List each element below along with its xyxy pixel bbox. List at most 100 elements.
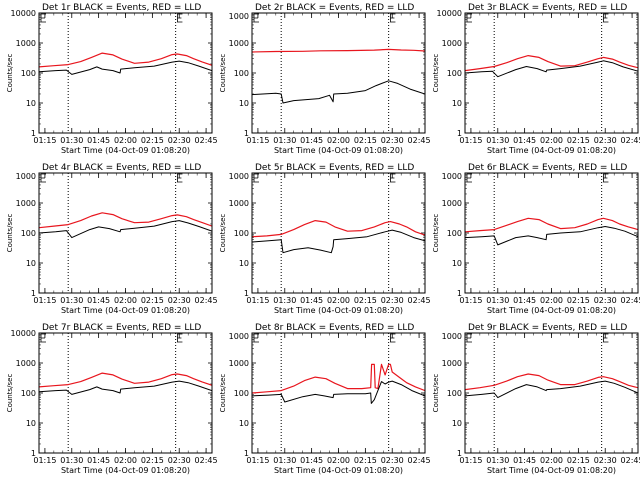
panel-title: Det 6r BLACK = Events, RED = LLD	[468, 163, 627, 173]
y-tick-label: 1000	[229, 199, 249, 208]
series-group	[465, 217, 638, 246]
x-tick-label: 01:15	[33, 456, 56, 465]
e-marker	[390, 333, 396, 343]
x-tick-label: 02:15	[567, 136, 590, 145]
series-group	[465, 55, 638, 78]
x-tick-label: 02:00	[114, 296, 137, 305]
x-tick-label: 02:30	[381, 136, 404, 145]
panel-det-3r: Det 3r BLACK = Events, RED = LLD Counts/s…	[432, 3, 640, 155]
x-tick-label: 02:15	[354, 136, 377, 145]
x-tick-label: 01:15	[246, 296, 269, 305]
y-tick-label: 1	[31, 129, 36, 138]
y-tick-label: 100	[234, 389, 249, 398]
x-tick-label: 02:00	[327, 456, 350, 465]
x-axis-label: Start Time (04-Oct-09 01:08:20)	[487, 466, 616, 475]
y-tick-label: 10	[452, 419, 462, 428]
lld-series-line	[39, 212, 212, 229]
e-marker	[177, 173, 183, 183]
x-axis-label: Start Time (04-Oct-09 01:08:20)	[61, 146, 190, 155]
series-group	[39, 52, 212, 75]
y-tick-label: 1	[31, 449, 36, 458]
x-tick-label: 01:15	[459, 296, 482, 305]
lld-series-line	[465, 217, 638, 233]
e-marker	[603, 333, 609, 343]
y-axis-label: Counts/sec	[432, 374, 440, 413]
events-series-line	[252, 80, 425, 104]
x-tick-label: 02:30	[168, 456, 191, 465]
e-marker	[466, 13, 472, 23]
panel-det-5r: Det 5r BLACK = Events, RED = LLD Counts/s…	[219, 163, 431, 315]
y-tick-label: 100	[234, 229, 249, 238]
e-marker	[390, 173, 396, 183]
y-tick-label: 100	[234, 69, 249, 78]
panel-title: Det 7r BLACK = Events, RED = LLD	[42, 323, 201, 333]
e-marker	[603, 173, 609, 183]
x-tick-label: 01:30	[486, 296, 509, 305]
y-tick-label: 1	[457, 289, 462, 298]
y-tick-label: 1	[244, 129, 249, 138]
panel-title: Det 5r BLACK = Events, RED = LLD	[255, 163, 414, 173]
y-tick-label: 10	[452, 259, 462, 268]
e-marker	[177, 333, 183, 343]
x-tick-label: 02:15	[141, 296, 164, 305]
x-tick-label: 02:45	[621, 296, 640, 305]
y-axis-label: Counts/sec	[219, 54, 227, 93]
lld-series-line	[252, 48, 425, 53]
y-tick-label: 1000	[229, 39, 249, 48]
x-tick-label: 01:15	[459, 456, 482, 465]
x-tick-label: 01:45	[513, 296, 536, 305]
x-tick-label: 01:45	[87, 136, 110, 145]
series-group	[465, 373, 638, 399]
x-tick-label: 02:30	[168, 136, 191, 145]
x-tick-label: 01:15	[246, 136, 269, 145]
x-tick-label: 02:30	[381, 296, 404, 305]
e-marker	[177, 13, 183, 23]
plot-frame	[251, 172, 426, 294]
e-marker	[253, 333, 259, 343]
x-tick-label: 02:45	[621, 136, 640, 145]
x-tick-label: 02:00	[114, 456, 137, 465]
panel-title: Det 9r BLACK = Events, RED = LLD	[468, 323, 627, 333]
x-tick-label: 01:30	[273, 296, 296, 305]
panel-det-6r: Det 6r BLACK = Events, RED = LLD Counts/s…	[432, 163, 640, 315]
y-tick-label: 1000	[229, 172, 249, 181]
lld-series-line	[39, 52, 212, 68]
y-tick-label: 10000	[11, 329, 36, 338]
y-tick-label: 10000	[11, 9, 36, 18]
x-tick-label: 01:15	[33, 296, 56, 305]
lld-series-line	[465, 373, 638, 391]
panel-title: Det 3r BLACK = Events, RED = LLD	[468, 3, 627, 13]
x-tick-label: 01:30	[60, 136, 83, 145]
events-series-line	[252, 380, 425, 404]
plot-frame	[464, 332, 639, 454]
plot-frame	[251, 12, 426, 134]
y-tick-label: 1000	[229, 12, 249, 21]
y-tick-label: 10	[26, 419, 36, 428]
x-tick-label: 02:15	[567, 296, 590, 305]
series-group	[39, 372, 212, 395]
lld-series-line	[39, 372, 212, 388]
panel-det-9r: Det 9r BLACK = Events, RED = LLD Counts/s…	[432, 323, 640, 475]
x-tick-label: 01:30	[60, 456, 83, 465]
y-tick-label: 10	[239, 259, 249, 268]
series-group	[252, 363, 425, 404]
panel-title: Det 4r BLACK = Events, RED = LLD	[42, 163, 201, 173]
x-tick-label: 02:00	[540, 136, 563, 145]
x-tick-label: 02:15	[141, 136, 164, 145]
x-axis-label: Start Time (04-Oct-09 01:08:20)	[274, 306, 403, 315]
panel-title: Det 1r BLACK = Events, RED = LLD	[42, 3, 201, 13]
x-tick-label: 01:45	[513, 456, 536, 465]
y-tick-label: 1000	[442, 359, 462, 368]
y-axis-label: Counts/sec	[6, 214, 14, 253]
x-tick-label: 02:30	[594, 136, 617, 145]
y-tick-label: 1000	[16, 172, 36, 181]
x-tick-label: 01:30	[486, 456, 509, 465]
x-tick-label: 02:00	[327, 296, 350, 305]
e-marker	[390, 13, 396, 23]
e-marker	[253, 13, 259, 23]
x-tick-label: 02:00	[114, 136, 137, 145]
e-marker	[40, 13, 46, 23]
panel-title: Det 8r BLACK = Events, RED = LLD	[255, 323, 414, 333]
events-series-line	[252, 229, 425, 254]
y-tick-label: 100	[21, 389, 36, 398]
